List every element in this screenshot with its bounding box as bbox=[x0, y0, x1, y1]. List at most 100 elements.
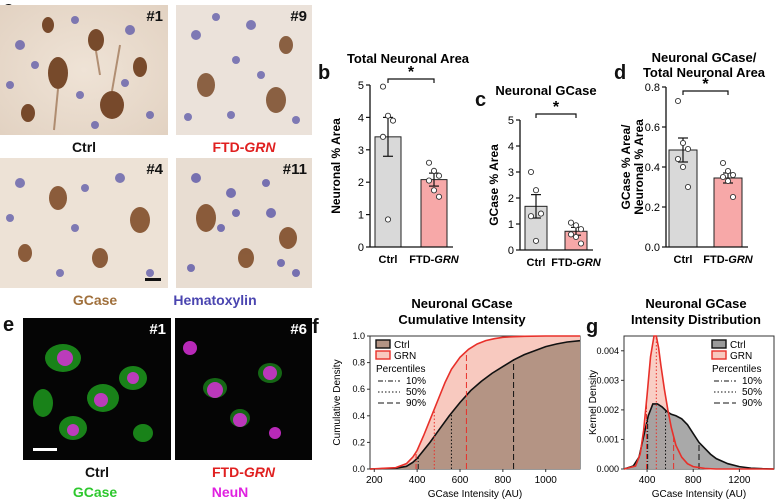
legend-percentile-label: 50% bbox=[742, 387, 762, 398]
x-tick-label: 400 bbox=[409, 475, 426, 486]
y-axis-label: Cumulative Density bbox=[332, 359, 343, 445]
chart-neuronal-gcase: Neuronal GCase GCase % Area 0 1 2 3 4 5 Ctrl FTD-… bbox=[487, 83, 602, 269]
data-point bbox=[527, 213, 535, 220]
y-tick-label: 1 bbox=[358, 210, 364, 222]
data-point bbox=[384, 112, 392, 119]
series-line bbox=[369, 339, 581, 470]
legend-label: GRN bbox=[730, 351, 752, 362]
chart-title: Total Neuronal Area bbox=[347, 51, 470, 66]
panel-label-c: c bbox=[475, 89, 487, 111]
x-tick-label: 600 bbox=[452, 475, 469, 486]
scale-bar bbox=[33, 448, 57, 451]
data-point bbox=[724, 177, 732, 185]
chart-title: Total Neuronal Area bbox=[643, 65, 766, 80]
micrograph-a-ctrl-4: #4 bbox=[0, 158, 168, 288]
chart-title: Cumulative Intensity bbox=[398, 312, 526, 327]
y-tick-label: 0.6 bbox=[645, 122, 660, 134]
micrograph-a-grn-9: #9 bbox=[176, 5, 312, 135]
data-point bbox=[577, 240, 585, 247]
y-tick-label: 1 bbox=[508, 219, 514, 231]
legend-gcase-a: GCase bbox=[72, 292, 118, 308]
y-tick-label: 2 bbox=[358, 177, 364, 189]
significance-bracket bbox=[387, 78, 435, 83]
x-tick-label: 1000 bbox=[535, 475, 558, 486]
y-axis-label: GCase % Area bbox=[487, 144, 501, 226]
ihc-image bbox=[0, 158, 168, 288]
y-axis-label: Kernel Density bbox=[588, 370, 599, 435]
y-tick-label: 0.003 bbox=[596, 375, 619, 385]
x-tick-label: Ctrl bbox=[674, 254, 693, 266]
ihc-image bbox=[0, 5, 168, 135]
label-grn-e: FTD-GRN bbox=[211, 464, 275, 480]
series-area bbox=[624, 403, 774, 469]
legend-label: Ctrl bbox=[730, 340, 746, 351]
data-point bbox=[719, 173, 727, 181]
x-tick-label: Ctrl bbox=[379, 254, 398, 266]
y-axis-label: Neuronal % Area bbox=[329, 118, 343, 214]
data-point bbox=[567, 231, 575, 238]
data-point bbox=[379, 83, 387, 90]
scale-bar bbox=[145, 278, 161, 281]
series-line bbox=[369, 335, 580, 470]
data-point bbox=[527, 168, 535, 176]
x-tick-label: Ctrl bbox=[527, 257, 546, 269]
data-point bbox=[572, 233, 580, 241]
legend-percentile-label: 90% bbox=[742, 398, 762, 409]
legend-percentile-label: 90% bbox=[406, 398, 426, 409]
chart-title: Neuronal GCase bbox=[411, 296, 512, 311]
micrograph-a-ctrl-1: #1 bbox=[0, 5, 168, 135]
micrograph-e-grn-6: #6 bbox=[175, 318, 312, 460]
y-tick-label: 0.000 bbox=[596, 464, 619, 474]
legend-label: Ctrl bbox=[394, 340, 410, 351]
chart-total-neuronal-area: Total Neuronal Area Neuronal % Area 0 1 2 3 4 5… bbox=[329, 51, 470, 266]
significance-star: * bbox=[702, 76, 709, 93]
legend-neun: NeuN bbox=[211, 484, 249, 500]
fluorescence-image bbox=[175, 318, 312, 460]
data-point bbox=[532, 187, 540, 194]
data-point bbox=[435, 193, 443, 200]
data-point bbox=[537, 210, 545, 217]
y-axis-label: GCase % Area/ bbox=[619, 124, 633, 210]
legend-percentile-label: 10% bbox=[742, 376, 762, 387]
x-tick-label: 800 bbox=[495, 475, 512, 486]
x-tick-label: 800 bbox=[685, 475, 702, 486]
data-point bbox=[684, 145, 692, 153]
case-tag: #1 bbox=[149, 321, 166, 338]
data-point bbox=[572, 222, 580, 229]
legend-percentile-label: 10% bbox=[406, 376, 426, 387]
data-point bbox=[724, 167, 732, 175]
legend-swatch bbox=[375, 350, 391, 360]
y-tick-label: 0 bbox=[358, 242, 364, 254]
data-point bbox=[729, 171, 737, 179]
label-ctrl-a: Ctrl bbox=[71, 139, 97, 155]
y-tick-label: 0.004 bbox=[596, 346, 619, 356]
y-tick-label: 0.2 bbox=[352, 437, 365, 447]
case-tag: #1 bbox=[146, 8, 163, 25]
y-tick-label: 2 bbox=[508, 193, 514, 205]
micrograph-e-ctrl-1: #1 bbox=[23, 318, 171, 460]
y-tick-label: 0.4 bbox=[645, 162, 660, 174]
data-point bbox=[425, 177, 433, 184]
data-point bbox=[435, 172, 443, 179]
panel-label-f: f bbox=[312, 316, 319, 338]
ihc-image bbox=[176, 158, 312, 288]
x-tick-label: 200 bbox=[366, 475, 383, 486]
chart-title: Intensity Distribution bbox=[631, 312, 761, 327]
panel-label-d: d bbox=[614, 62, 627, 84]
data-point bbox=[430, 187, 438, 194]
case-tag: #4 bbox=[146, 161, 163, 178]
legend-gcase-e: GCase bbox=[72, 484, 118, 500]
label-ctrl-e: Ctrl bbox=[84, 464, 110, 480]
series-line bbox=[623, 403, 775, 470]
data-point bbox=[567, 219, 575, 226]
data-point bbox=[532, 237, 540, 244]
x-tick-label: 400 bbox=[639, 475, 656, 486]
legend-hematoxylin: Hematoxylin bbox=[173, 292, 257, 308]
chart-title: Neuronal GCase bbox=[495, 83, 596, 98]
bar bbox=[713, 177, 743, 248]
data-point bbox=[389, 117, 397, 124]
data-point bbox=[729, 193, 737, 201]
data-point bbox=[577, 226, 585, 233]
y-tick-label: 1.0 bbox=[352, 331, 365, 341]
panel-label-b: b bbox=[318, 62, 331, 84]
